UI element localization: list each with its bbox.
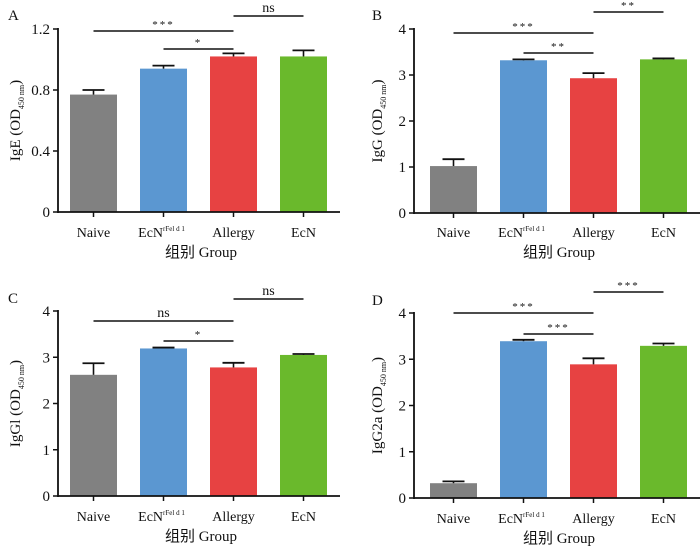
significance-label: *** — [512, 301, 535, 313]
x-tick-label-superscript: rFel d 1 — [523, 511, 545, 519]
x-tick-label: Allergy — [212, 226, 255, 241]
x-axis-label: 组别 Group — [523, 530, 595, 547]
x-tick-label: Naive — [437, 226, 470, 241]
x-tick-label: EcN — [291, 510, 316, 525]
bar-ecn — [280, 56, 327, 213]
panel-label: B — [372, 8, 382, 24]
x-axis-label: 组别 Group — [523, 244, 595, 261]
x-tick-label-superscript: rFel d 1 — [523, 225, 545, 233]
significance-label: * — [195, 329, 203, 341]
bar-allergy — [570, 78, 617, 213]
x-tick-label: Allergy — [572, 512, 615, 527]
y-tick-label: 1 — [399, 445, 407, 461]
bar-naive — [70, 374, 117, 496]
panel-c: C 0 1 2 3 4 Naive EcNrFel d 1 Allergy EcN 组别 Group… — [8, 284, 340, 545]
x-tick-label: Naive — [77, 226, 110, 241]
significance-label: ns — [262, 284, 274, 299]
y-tick-label: 1 — [43, 443, 51, 459]
panel-a: A 0 0.4 0.8 1.2 Naive EcNrFel d 1 Allergy EcN 组别 … — [8, 1, 340, 261]
x-tick-label: EcN — [651, 226, 676, 241]
bar-naive — [430, 483, 477, 498]
bar-naive — [70, 94, 117, 212]
x-tick-label: Naive — [437, 512, 470, 527]
bar-ecnrfel — [140, 68, 187, 213]
panel-label: A — [8, 8, 19, 24]
bar-ecnrfel — [500, 341, 547, 498]
y-tick-label: 3 — [399, 68, 407, 84]
y-tick-label: 0 — [399, 206, 407, 222]
significance-label: *** — [547, 322, 570, 334]
bar-ecn — [640, 59, 687, 213]
bar-ecnrfel — [140, 348, 187, 496]
bar-ecn — [640, 345, 687, 498]
y-tick-label: 1 — [399, 160, 407, 176]
x-tick-label: EcN — [291, 226, 316, 241]
significance-label: *** — [617, 280, 640, 292]
panel-b: B 0 1 2 3 4 Naive EcNrFel d 1 Allergy EcN 组别 Group… — [370, 0, 700, 261]
y-tick-label: 2 — [399, 399, 407, 415]
y-axis-label: IgE (OD450 nm) — [8, 80, 26, 161]
significance-label: *** — [152, 19, 175, 31]
x-tick-label: EcNrFel d 1 — [498, 225, 545, 241]
bar-naive — [430, 166, 477, 213]
bar-allergy — [210, 56, 257, 213]
significance-label: ** — [551, 41, 566, 53]
y-tick-label: 0 — [43, 489, 51, 505]
y-axis-label: IgGl (OD450 nm) — [8, 360, 26, 447]
x-tick-label-superscript: rFel d 1 — [163, 225, 185, 233]
x-tick-label: EcN — [651, 512, 676, 527]
y-tick-label: 4 — [43, 304, 51, 320]
x-axis-label: 组别 Group — [165, 528, 237, 545]
bar-allergy — [210, 367, 257, 496]
significance-label: ns — [262, 1, 274, 16]
x-tick-label: Naive — [77, 510, 110, 525]
bar-ecn — [280, 354, 327, 496]
y-tick-label: 0.4 — [31, 144, 50, 160]
x-tick-label: EcNrFel d 1 — [498, 511, 545, 527]
y-axis-label: IgG2a (OD450 nm) — [370, 357, 388, 454]
significance-label: * — [195, 37, 203, 49]
bar-ecnrfel — [500, 60, 547, 213]
significance-label: ns — [157, 306, 169, 321]
y-tick-label: 0 — [399, 491, 407, 507]
panel-d: D 0 1 2 3 4 Naive EcNrFel d 1 Allergy EcN 组别 Group… — [370, 280, 700, 547]
significance-label: *** — [512, 21, 535, 33]
y-tick-label: 2 — [43, 397, 51, 413]
y-tick-label: 3 — [43, 350, 51, 366]
bar-allergy — [570, 364, 617, 498]
y-tick-label: 1.2 — [31, 22, 50, 38]
y-tick-label: 4 — [399, 22, 407, 38]
panel-label: D — [372, 293, 383, 309]
x-axis-label: 组别 Group — [165, 244, 237, 261]
x-tick-label: EcNrFel d 1 — [138, 509, 185, 525]
significance-label: ** — [621, 0, 636, 12]
panel-label: C — [8, 291, 18, 307]
x-tick-label: EcNrFel d 1 — [138, 225, 185, 241]
x-tick-label: Allergy — [212, 510, 255, 525]
y-tick-label: 0.8 — [31, 83, 50, 99]
x-tick-label-superscript: rFel d 1 — [163, 509, 185, 517]
y-tick-label: 3 — [399, 352, 407, 368]
y-axis-label: IgG (OD450 nm) — [370, 80, 388, 163]
y-tick-label: 4 — [399, 306, 407, 322]
x-tick-label: Allergy — [572, 226, 615, 241]
y-tick-label: 0 — [43, 205, 51, 221]
y-tick-label: 2 — [399, 114, 407, 130]
